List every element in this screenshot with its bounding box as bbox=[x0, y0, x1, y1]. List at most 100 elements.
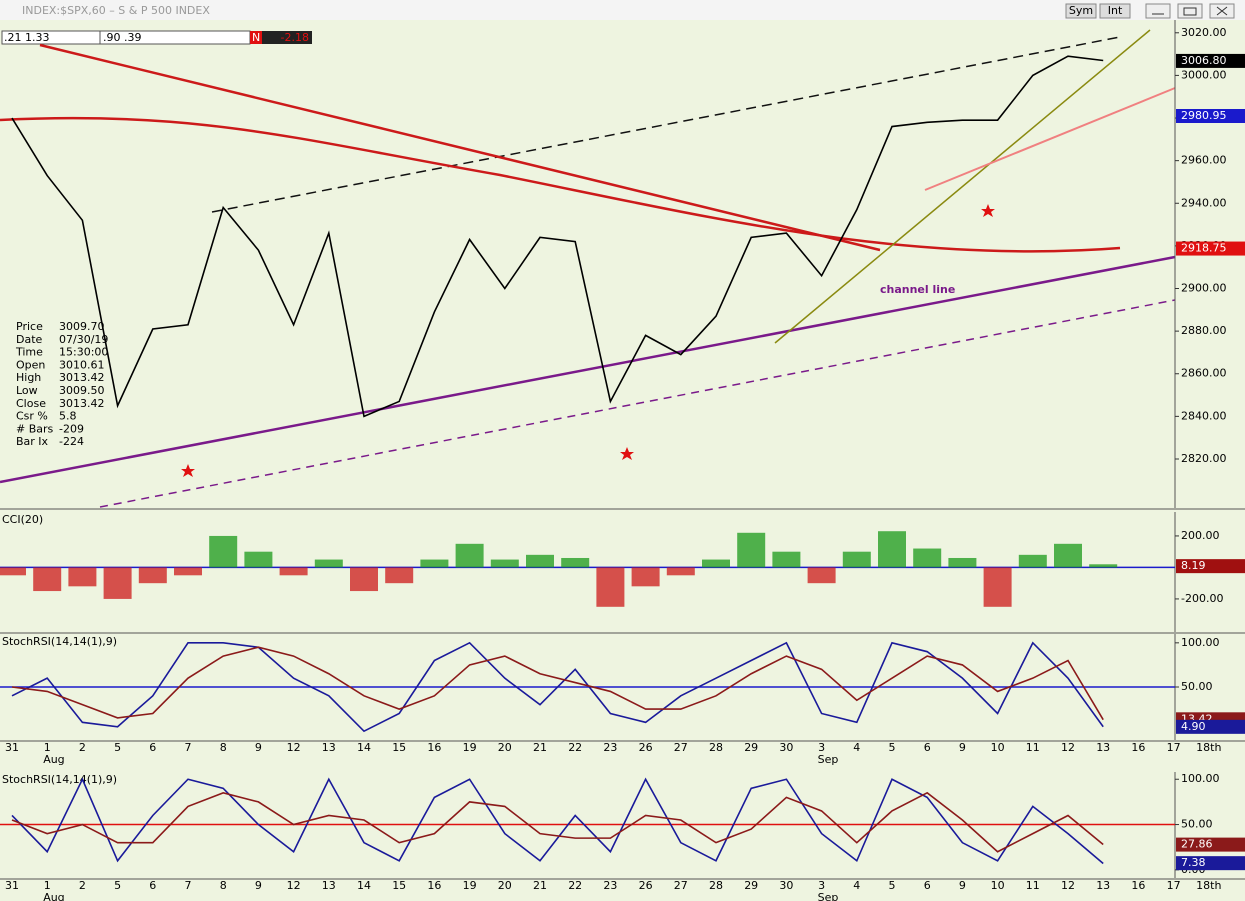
cci-bar bbox=[33, 567, 62, 592]
series-line bbox=[11, 791, 1104, 853]
resistance-dashed bbox=[211, 36, 1121, 213]
price-tag-label: 2918.75 bbox=[1181, 242, 1227, 255]
cci-bar bbox=[526, 554, 554, 568]
x-tick-label: 28 bbox=[709, 741, 723, 754]
x-tick-label: 28 bbox=[709, 879, 723, 892]
price-tag-label: 3006.80 bbox=[1181, 54, 1227, 67]
x-tick-label: 31 bbox=[5, 741, 19, 754]
x-tick-label: 1 bbox=[44, 879, 51, 892]
x-tick-label: 9 bbox=[959, 879, 966, 892]
x-tick-label: 9 bbox=[255, 741, 262, 754]
window-icons bbox=[1152, 6, 1228, 16]
series-line bbox=[11, 55, 1104, 418]
info-label: Open bbox=[16, 358, 45, 371]
x-tick-label: 20 bbox=[498, 741, 512, 754]
month-label: Sep bbox=[818, 891, 839, 901]
int-button[interactable] bbox=[1099, 3, 1131, 19]
x-tick-label: 11 bbox=[1026, 879, 1040, 892]
info-value: 3013.42 bbox=[59, 371, 105, 384]
x-tick-label: 27 bbox=[674, 741, 688, 754]
series-line bbox=[11, 777, 1104, 865]
x-tick-label: 18th bbox=[1196, 741, 1221, 754]
x-tick-label: 12 bbox=[1061, 879, 1075, 892]
info-label: # Bars bbox=[16, 422, 54, 435]
panel-title: CCI(20) bbox=[2, 513, 43, 526]
x-tick-label: 6 bbox=[924, 741, 931, 754]
info-value: -224 bbox=[59, 435, 84, 448]
x-tick-label: 21 bbox=[533, 741, 547, 754]
annotation: channel line bbox=[880, 283, 955, 296]
x-tick-label: 4 bbox=[853, 879, 860, 892]
y-tick-label: 2900.00 bbox=[1181, 282, 1227, 295]
cci-bar bbox=[103, 567, 132, 599]
x-tick-label: 12 bbox=[1061, 741, 1075, 754]
price-tag-label: 4.90 bbox=[1181, 720, 1206, 733]
x-tick-label: 16 bbox=[1131, 879, 1145, 892]
minimize-button[interactable] bbox=[1145, 3, 1171, 19]
x-tick-label: 16 bbox=[427, 741, 441, 754]
star bbox=[620, 447, 634, 460]
month-label: Aug bbox=[43, 891, 64, 901]
y-tick-label: 2960.00 bbox=[1181, 154, 1227, 167]
info-label: High bbox=[16, 371, 41, 384]
header-field: .90 .39 bbox=[103, 31, 141, 44]
x-tick-label: 14 bbox=[357, 741, 371, 754]
y-tick-label: 2840.00 bbox=[1181, 409, 1227, 422]
y-tick-label: 100.00 bbox=[1181, 636, 1220, 649]
x-tick-label: 26 bbox=[639, 879, 653, 892]
x-tick-label: 30 bbox=[779, 879, 793, 892]
x-tick-label: 13 bbox=[1096, 741, 1110, 754]
x-tick-label: 15 bbox=[392, 879, 406, 892]
cci-bar bbox=[842, 551, 871, 568]
price-tag bbox=[1176, 53, 1245, 68]
month-label: Sep bbox=[818, 753, 839, 766]
cci-bar bbox=[807, 567, 836, 584]
header-box bbox=[262, 31, 312, 44]
header-field: .21 1.33 bbox=[4, 31, 49, 44]
info-label: Date bbox=[16, 333, 43, 346]
info-label: Price bbox=[16, 320, 43, 333]
downtrend-line bbox=[39, 43, 881, 252]
panel-title: StochRSI(14,14(1),9) bbox=[2, 773, 117, 786]
x-tick-label: 9 bbox=[255, 879, 262, 892]
cci-bar bbox=[244, 551, 273, 568]
x-tick-label: 7 bbox=[185, 879, 192, 892]
x-tick-label: 17 bbox=[1167, 879, 1181, 892]
cci-bar bbox=[209, 535, 238, 568]
int-label: Int bbox=[1108, 4, 1123, 17]
uptrend-pink bbox=[924, 87, 1176, 191]
info-value: 07/30/19 bbox=[59, 333, 108, 346]
info-value: 3009.50 bbox=[59, 384, 105, 397]
x-tick-label: 11 bbox=[1026, 741, 1040, 754]
x-tick-label: 17 bbox=[1167, 741, 1181, 754]
cci-bar bbox=[596, 567, 625, 607]
x-tick-label: 13 bbox=[1096, 879, 1110, 892]
x-tick-label: 4 bbox=[853, 741, 860, 754]
x-tick-label: 27 bbox=[674, 879, 688, 892]
header-box bbox=[250, 31, 262, 44]
cci-bar bbox=[1054, 543, 1082, 568]
maximize-button[interactable] bbox=[1177, 3, 1203, 19]
info-label: Time bbox=[15, 346, 43, 359]
price-tag-label: 27.86 bbox=[1181, 838, 1213, 851]
y-tick-label: 100.00 bbox=[1181, 772, 1220, 785]
trend-lines bbox=[0, 29, 1176, 508]
x-tick-label: 5 bbox=[114, 879, 121, 892]
x-tick-label: 6 bbox=[149, 741, 156, 754]
x-tick-label: 31 bbox=[5, 879, 19, 892]
cci-bar bbox=[1089, 564, 1118, 568]
sym-button[interactable] bbox=[1065, 3, 1097, 19]
price-tag-label: 7.38 bbox=[1181, 856, 1206, 869]
cci-bar bbox=[772, 551, 801, 568]
y-tick-label: -200.00 bbox=[1181, 592, 1223, 605]
cci-bar bbox=[702, 559, 730, 568]
x-tick-label: 5 bbox=[114, 741, 121, 754]
cci-bar bbox=[314, 559, 343, 568]
x-tick-label: 30 bbox=[779, 741, 793, 754]
cci-bar bbox=[948, 557, 977, 568]
x-tick-label: 8 bbox=[220, 741, 227, 754]
header-field: -2.18 bbox=[281, 31, 309, 44]
title-bar bbox=[0, 0, 1245, 20]
cci-bar bbox=[174, 567, 202, 576]
header-field: N bbox=[252, 31, 260, 44]
